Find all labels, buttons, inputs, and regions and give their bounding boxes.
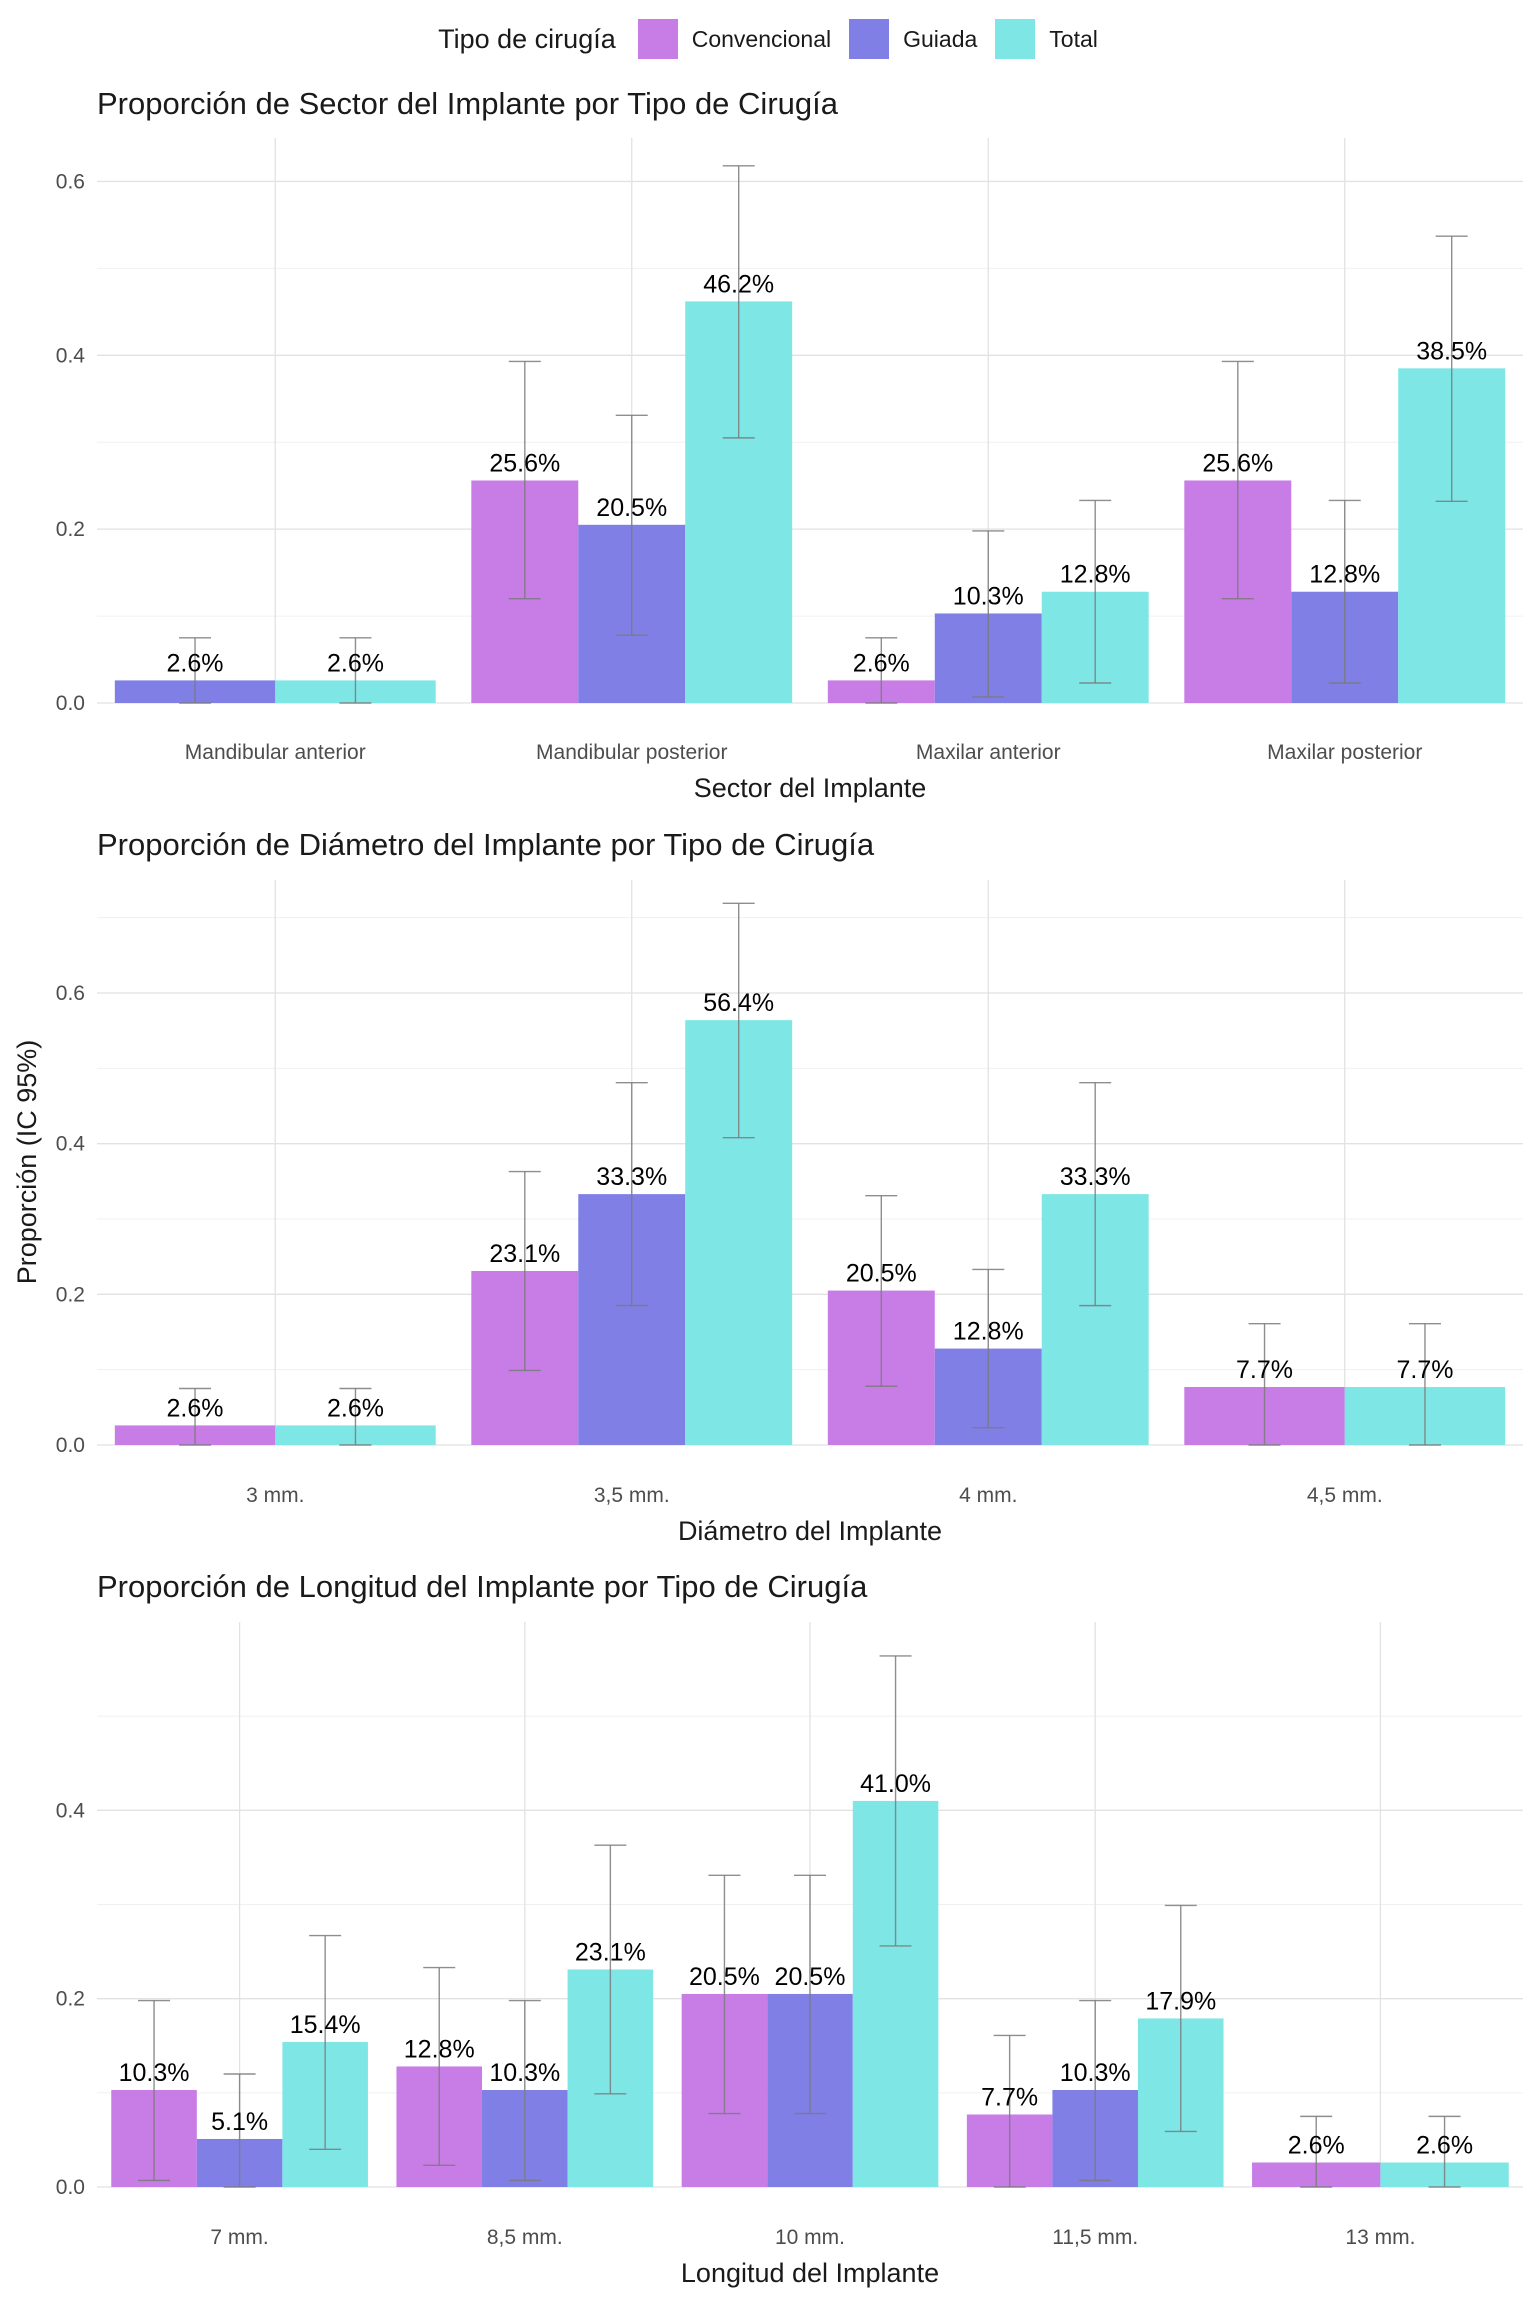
y-tick-label: 0.4 [56, 344, 86, 367]
data-label: 33.3% [1060, 1163, 1131, 1191]
legend-label-total: Total [1049, 25, 1098, 52]
legend-swatch-guiada [849, 19, 890, 59]
y-tick-label: 0.4 [56, 1799, 86, 1822]
data-label: 33.3% [596, 1163, 667, 1191]
y-tick-label: 0.2 [56, 518, 85, 541]
data-label: 23.1% [489, 1240, 560, 1268]
data-label: 12.8% [953, 1318, 1024, 1346]
x-tick-label: Maxilar posterior [1267, 741, 1422, 764]
x-tick-label: Maxilar anterior [916, 741, 1061, 764]
legend-item-total: Total [995, 19, 1098, 59]
data-label: 20.5% [775, 1963, 846, 1991]
data-label: 20.5% [689, 1963, 760, 1991]
x-axis-title-longitud: Longitud del Implante [681, 2258, 939, 2288]
data-label: 41.0% [860, 1770, 931, 1798]
data-label: 10.3% [1060, 2059, 1131, 2087]
data-label: 2.6% [1288, 2132, 1345, 2160]
x-tick-label: Mandibular posterior [536, 741, 727, 764]
x-tick-label: 3,5 mm. [594, 1484, 670, 1507]
panel-title-diametro: Proporción de Diámetro del Implante por … [97, 827, 875, 862]
y-tick-label: 0.4 [56, 1133, 86, 1156]
data-label: 2.6% [327, 1394, 384, 1422]
y-tick-label: 0.0 [56, 1434, 85, 1457]
data-label: 46.2% [703, 270, 774, 298]
data-label: 10.3% [953, 582, 1024, 610]
data-label: 25.6% [1202, 449, 1273, 477]
x-tick-label: 4,5 mm. [1307, 1484, 1383, 1507]
data-label: 10.3% [119, 2059, 190, 2087]
data-label: 20.5% [846, 1260, 917, 1288]
data-label: 12.8% [1060, 561, 1131, 589]
data-label: 20.5% [596, 494, 667, 522]
legend-swatch-convencional [637, 19, 678, 59]
y-tick-label: 0.2 [56, 1283, 85, 1306]
data-label: 25.6% [489, 449, 560, 477]
data-label: 38.5% [1416, 337, 1487, 365]
data-label: 7.7% [1396, 1356, 1453, 1384]
data-label: 15.4% [290, 2011, 361, 2039]
x-tick-label: 8,5 mm. [487, 2226, 563, 2249]
y-tick-label: 0.6 [56, 982, 85, 1005]
x-tick-label: 4 mm. [959, 1484, 1017, 1507]
legend-swatch-total [995, 19, 1036, 59]
data-label: 7.7% [981, 2083, 1038, 2111]
x-axis-title-sector: Sector del Implante [694, 773, 927, 803]
data-label: 56.4% [703, 989, 774, 1017]
x-tick-label: 10 mm. [775, 2226, 845, 2249]
y-tick-label: 0.0 [56, 692, 85, 715]
y-tick-label: 0.6 [56, 170, 85, 193]
legend: Tipo de cirugía Convencional Guiada Tota… [0, 12, 1536, 66]
y-tick-label: 0.0 [56, 2176, 85, 2199]
legend-label-guiada: Guiada [903, 25, 978, 52]
x-axis-title-diametro: Diámetro del Implante [678, 1516, 942, 1546]
data-label: 12.8% [1309, 561, 1380, 589]
legend-title: Tipo de cirugía [438, 23, 616, 54]
legend-item-guiada: Guiada [849, 19, 977, 59]
x-tick-label: 13 mm. [1345, 2226, 1415, 2249]
x-tick-label: 11,5 mm. [1052, 2226, 1138, 2249]
data-label: 10.3% [489, 2059, 560, 2087]
data-label: 2.6% [167, 649, 224, 677]
x-tick-label: 7 mm. [210, 2226, 268, 2249]
x-tick-label: 3 mm. [246, 1484, 304, 1507]
data-label: 2.6% [853, 649, 910, 677]
data-label: 2.6% [327, 649, 384, 677]
data-label: 12.8% [404, 2035, 475, 2063]
data-label: 2.6% [1416, 2132, 1473, 2160]
legend-item-convencional: Convencional [637, 19, 832, 59]
y-tick-label: 0.2 [56, 1988, 85, 2011]
data-label: 2.6% [167, 1394, 224, 1422]
data-label: 23.1% [575, 1938, 646, 1966]
x-tick-label: Mandibular anterior [185, 741, 366, 764]
y-axis-title: Proporción (IC 95%) [12, 1040, 42, 1285]
panel-title-longitud: Proporción de Longitud del Implante por … [97, 1569, 868, 1604]
data-label: 5.1% [211, 2108, 268, 2136]
panel-title-sector: Proporción de Sector del Implante por Ti… [97, 86, 839, 121]
data-label: 7.7% [1236, 1356, 1293, 1384]
data-label: 17.9% [1145, 1987, 1216, 2015]
legend-label-convencional: Convencional [691, 25, 832, 52]
